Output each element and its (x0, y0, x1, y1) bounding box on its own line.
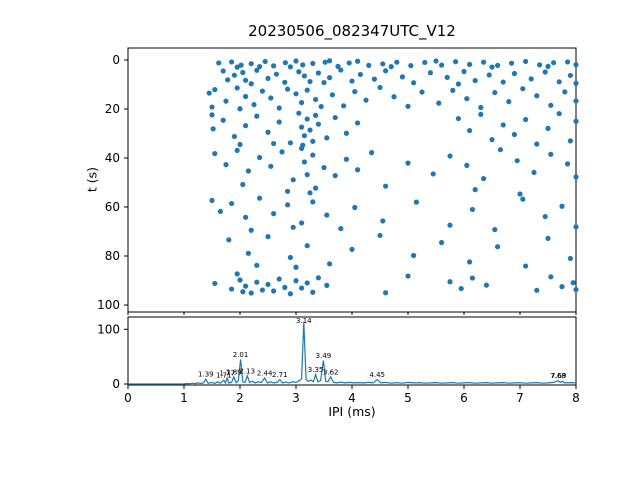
peak-label: 1.39 (198, 371, 214, 379)
peak-label: 2.44 (257, 369, 273, 377)
peak-label: 1.71 (216, 372, 232, 380)
peak-label: 1.89 (226, 368, 242, 376)
svg-text:7: 7 (516, 391, 524, 405)
peak-label: 4.45 (369, 371, 385, 379)
peak-label: 1.77 (219, 369, 235, 377)
svg-text:60: 60 (105, 200, 120, 214)
svg-text:8: 8 (572, 391, 580, 405)
svg-text:0: 0 (112, 377, 120, 391)
svg-text:4: 4 (348, 391, 356, 405)
peak-label: 2.71 (272, 371, 288, 379)
top-x-axis-ticks (127, 312, 577, 315)
svg-text:100: 100 (97, 298, 120, 312)
axes-boxes (127, 47, 577, 386)
peak-label: 3.49 (316, 352, 332, 360)
x-axis-label: IPI (ms) (328, 404, 376, 419)
bottom-y-axis-ticks: 0 100 (97, 322, 128, 391)
svg-text:0: 0 (112, 53, 120, 67)
top-y-axis-ticks: 0 20 40 60 80 100 (97, 53, 128, 312)
peak-label: 3.14 (296, 317, 312, 325)
svg-text:100: 100 (97, 322, 120, 336)
svg-text:80: 80 (105, 249, 120, 263)
svg-text:3: 3 (292, 391, 300, 405)
svg-text:1: 1 (180, 391, 188, 405)
peak-label: 7.68 (550, 372, 566, 380)
svg-text:20: 20 (105, 102, 120, 116)
peak-label: 3.62 (323, 368, 339, 376)
histogram-line (128, 322, 577, 385)
peak-labels: 1.39 1.711.771.89 2.01 2.13 2.44 2.71 3.14 3.35… (198, 317, 566, 380)
svg-text:40: 40 (105, 151, 120, 165)
svg-text:2: 2 (236, 391, 244, 405)
figure-title: 20230506_082347UTC_V12 (248, 22, 456, 40)
peak-label: 2.01 (233, 351, 249, 359)
peak-label: 3.35 (308, 366, 324, 374)
x-axis-ticks: 0 1 2 3 4 5 6 7 8 (124, 385, 580, 405)
peak-label: 7.69 (551, 372, 567, 380)
peak-label: 2.13 (239, 367, 255, 375)
svg-text:5: 5 (404, 391, 412, 405)
svg-text:6: 6 (460, 391, 468, 405)
scatter-points (206, 58, 579, 297)
svg-text:0: 0 (124, 391, 132, 405)
